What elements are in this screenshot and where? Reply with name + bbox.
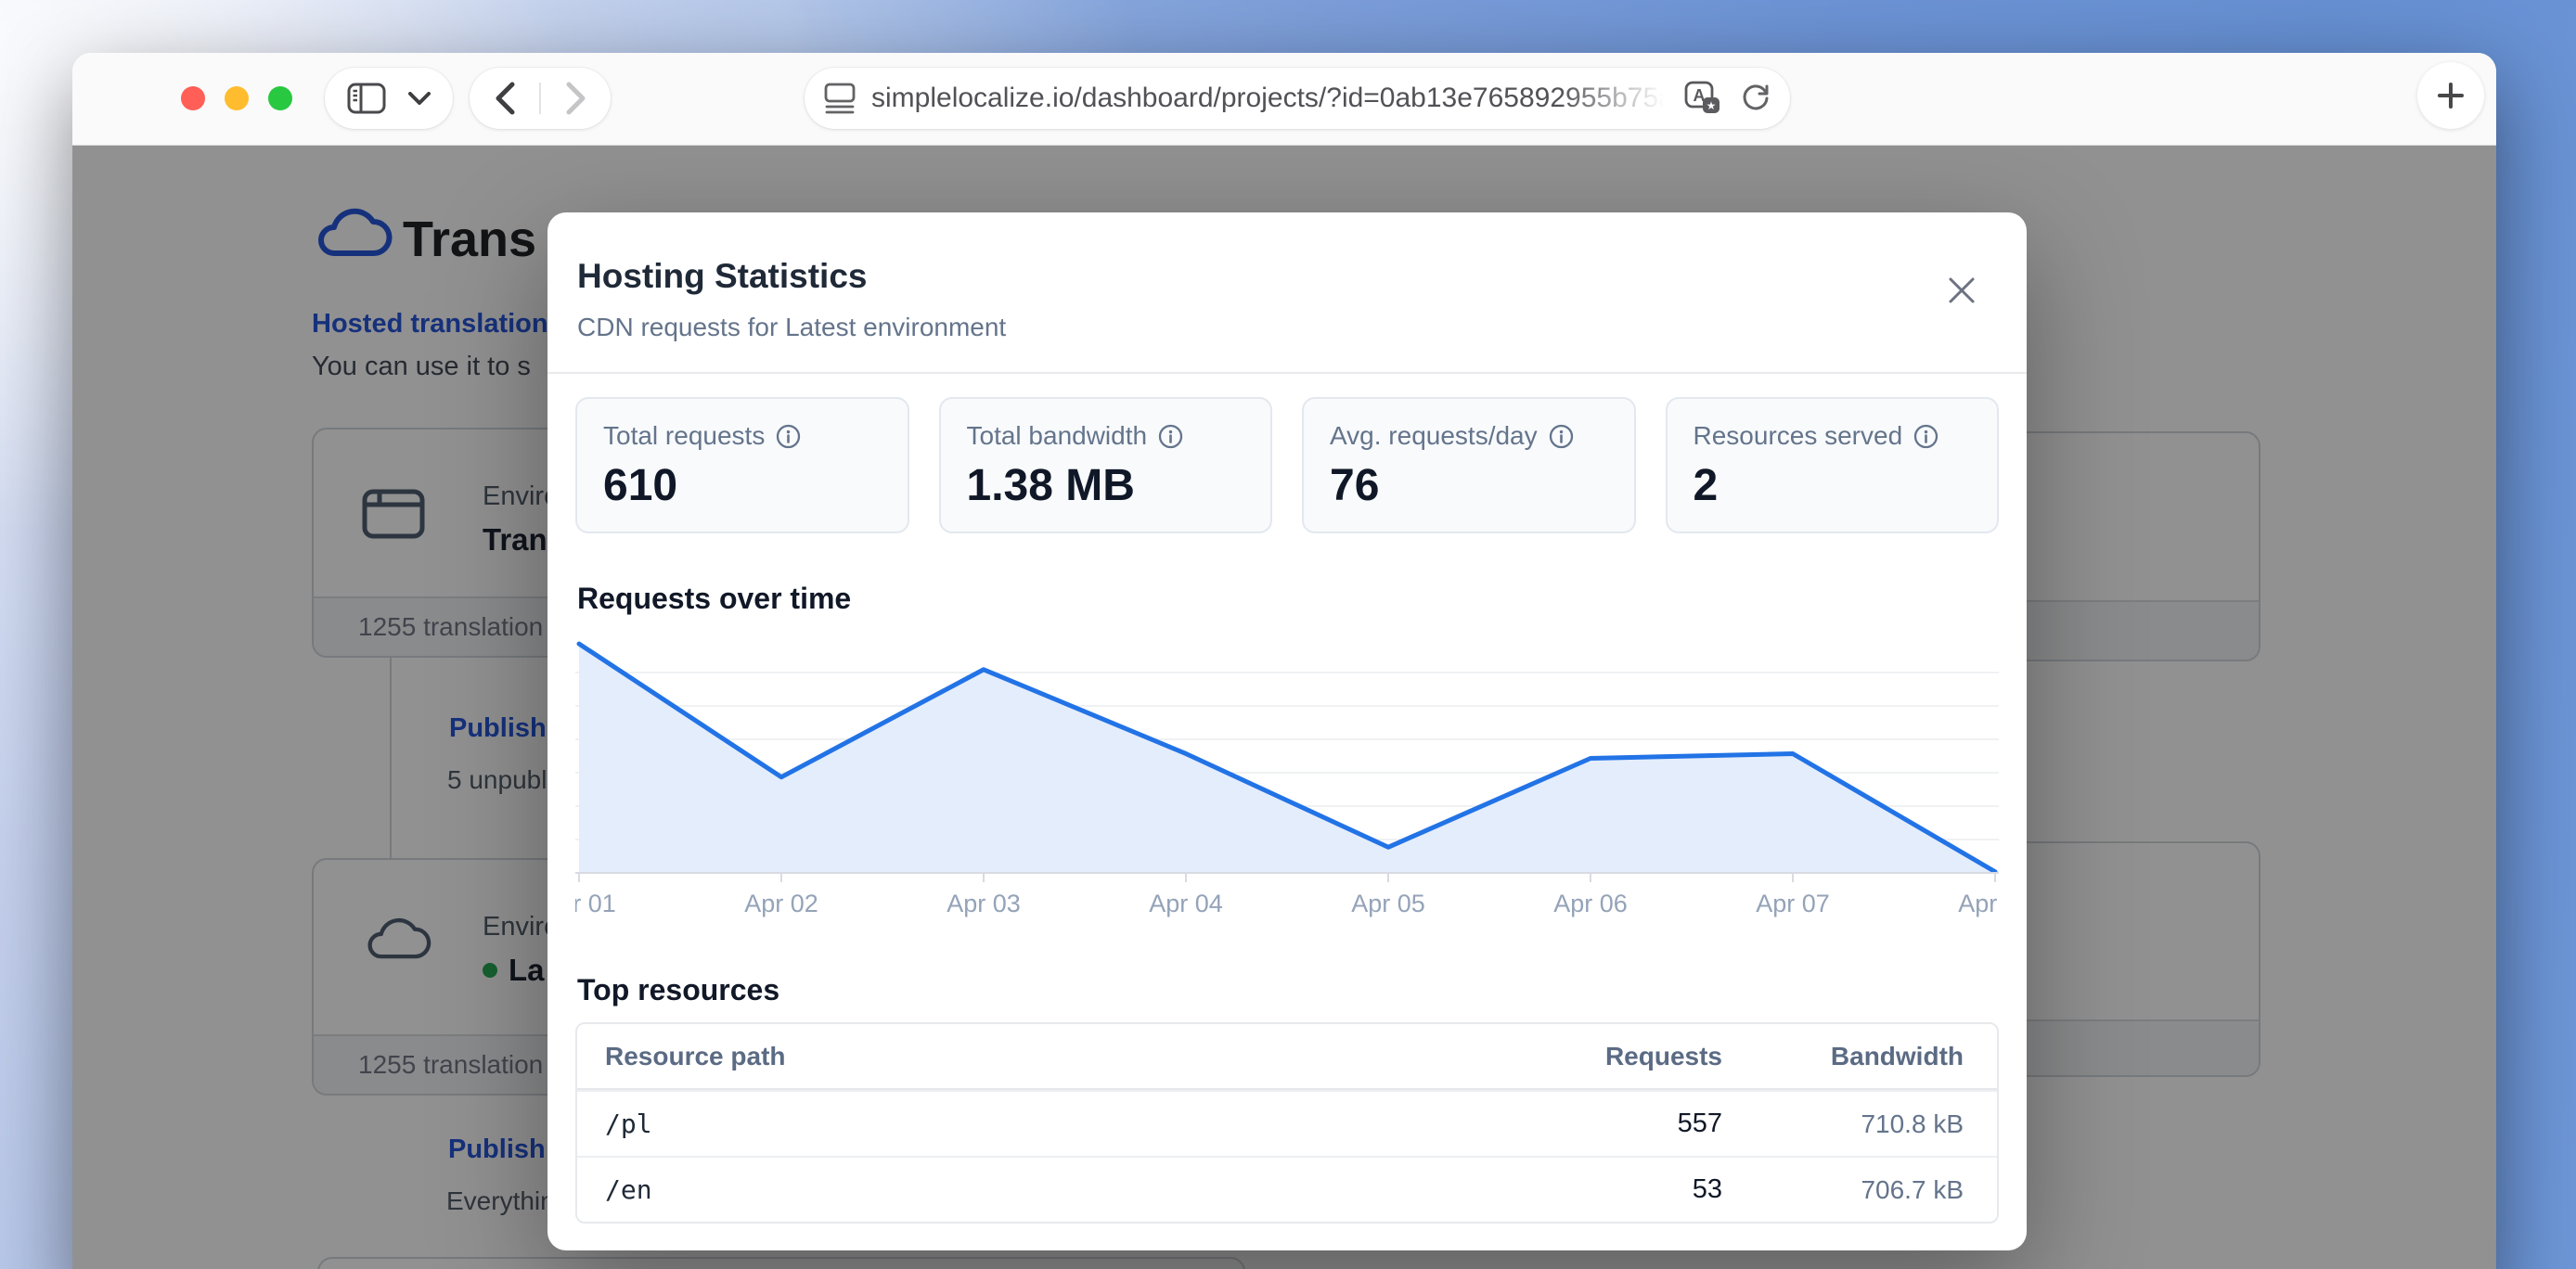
stat-value: 1.38 MB (966, 461, 1135, 510)
x-axis-label: Apr 06 (1553, 890, 1628, 917)
stat-label: Total requests (603, 421, 766, 450)
x-axis-label: Apr 08 (1958, 890, 1999, 917)
x-axis-label: Apr 03 (947, 890, 1021, 917)
browser-window-icon (362, 489, 425, 539)
col-resource-path: Resource path (605, 1041, 786, 1070)
x-axis-label: Apr 05 (1351, 890, 1425, 917)
resource-requests: 557 (1677, 1109, 1722, 1138)
stat-card-total-requests: Total requests 610 (575, 397, 909, 533)
col-bandwidth: Bandwidth (1830, 1041, 1964, 1070)
resource-path: /en (605, 1174, 652, 1205)
requests-chart (575, 639, 1999, 882)
svg-text:★: ★ (1707, 99, 1717, 112)
sidebar-toggle-icon[interactable] (347, 83, 386, 114)
timeline-connector (390, 658, 392, 858)
table-header-row: Resource path Requests Bandwidth (577, 1024, 1997, 1090)
translate-icon[interactable]: A ★ (1684, 81, 1721, 116)
zoom-window-button[interactable] (268, 86, 292, 110)
status-dot (483, 963, 497, 978)
publish-link-2[interactable]: Publish (448, 1134, 546, 1164)
x-axis-label: Apr 07 (1756, 890, 1830, 917)
publish-sub-1: 5 unpubli (447, 765, 553, 794)
publish-sub-2: Everythin (446, 1186, 555, 1215)
back-button[interactable] (495, 82, 515, 115)
table-title: Top resources (577, 973, 780, 1006)
chart-x-axis-labels: Apr 01 Apr 02 Apr 03 Apr 04 Apr 05 Apr 06 Apr … (575, 886, 1999, 925)
resource-bandwidth: 706.7 kB (1861, 1174, 1964, 1204)
stat-card-resources-served: Resources served 2 (1665, 397, 1999, 533)
nav-controls (470, 68, 611, 129)
stat-label: Total bandwidth (966, 421, 1148, 450)
stat-label: Avg. requests/day (1330, 421, 1538, 450)
info-icon[interactable] (1158, 424, 1183, 449)
chart-title: Requests over time (577, 582, 852, 615)
col-requests: Requests (1604, 1041, 1722, 1070)
url-fade (1560, 83, 1690, 116)
stats-row: Total requests 610 Total bandwidth 1.38 … (575, 397, 1999, 533)
hosting-statistics-modal: Hosting Statistics CDN requests for Late… (547, 212, 2027, 1250)
close-icon[interactable] (1941, 270, 1982, 311)
hosted-translations-link[interactable]: Hosted translation (312, 309, 548, 339)
page-intro-text: You can use it to s (312, 352, 531, 381)
plus-icon (2438, 83, 2464, 109)
table-row[interactable]: /en 53 706.7 kB (577, 1156, 1997, 1222)
x-axis-label: Apr 02 (744, 890, 818, 917)
environment-label: Enviro (483, 912, 560, 942)
page-settings-icon[interactable] (823, 83, 857, 114)
web-content: Trans Hosted translation You can use it … (72, 146, 2496, 1269)
stat-label: Resources served (1693, 421, 1903, 450)
cloud-icon (312, 205, 393, 263)
browser-toolbar: simplelocalize.io/dashboard/projects/?id… (72, 53, 2496, 146)
publish-link-1[interactable]: Publish (449, 713, 547, 743)
stat-value: 610 (603, 461, 678, 510)
resource-path: /pl (605, 1109, 652, 1139)
close-window-button[interactable] (181, 86, 205, 110)
cloud-icon (362, 914, 432, 966)
reload-icon[interactable] (1740, 83, 1771, 114)
resource-bandwidth: 710.8 kB (1861, 1109, 1964, 1138)
top-resources-table: Resource path Requests Bandwidth /pl 557… (575, 1022, 1999, 1224)
minimize-window-button[interactable] (225, 86, 249, 110)
header-divider (547, 372, 2027, 374)
nav-divider (539, 83, 541, 114)
address-bar[interactable]: simplelocalize.io/dashboard/projects/?id… (805, 68, 1790, 129)
table-row[interactable]: /pl 557 710.8 kB (577, 1090, 1997, 1156)
new-tab-button[interactable] (2417, 62, 2484, 129)
info-icon[interactable] (1913, 424, 1938, 449)
browser-window: simplelocalize.io/dashboard/projects/?id… (72, 53, 2496, 1269)
info-icon[interactable] (776, 424, 801, 449)
environment-name: La (483, 953, 545, 988)
x-axis-label: Apr 01 (575, 890, 616, 917)
chevron-down-icon[interactable] (408, 92, 431, 105)
x-axis-label: Apr 04 (1149, 890, 1223, 917)
svg-text:A: A (1694, 86, 1706, 105)
stat-value: 2 (1693, 461, 1719, 510)
info-icon[interactable] (1549, 424, 1574, 449)
modal-subtitle: CDN requests for Latest environment (577, 313, 1007, 341)
sidebar-controls (325, 68, 453, 129)
stat-card-total-bandwidth: Total bandwidth 1.38 MB (938, 397, 1272, 533)
stat-value: 76 (1330, 461, 1380, 510)
url-text[interactable]: simplelocalize.io/dashboard/projects/?id… (871, 83, 1675, 113)
environment-label: Enviro (483, 481, 560, 511)
forward-button[interactable] (566, 82, 586, 115)
modal-title: Hosting Statistics (577, 257, 868, 295)
resource-requests: 53 (1692, 1174, 1722, 1204)
stat-card-avg-requests: Avg. requests/day 76 (1302, 397, 1636, 533)
page-title: Trans (403, 212, 537, 267)
